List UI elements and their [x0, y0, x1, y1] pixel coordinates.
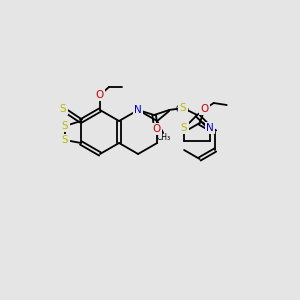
Text: S: S	[180, 103, 186, 113]
Text: CH₃: CH₃	[157, 134, 171, 142]
Text: O: O	[96, 90, 104, 100]
Text: S: S	[61, 121, 68, 131]
Text: S: S	[181, 123, 188, 133]
Text: O: O	[201, 104, 209, 114]
Text: S: S	[61, 135, 68, 145]
Text: CH₃: CH₃	[175, 106, 189, 115]
Text: N: N	[134, 105, 142, 115]
Text: N: N	[206, 123, 214, 133]
Text: S: S	[60, 104, 66, 114]
Text: O: O	[152, 124, 160, 134]
